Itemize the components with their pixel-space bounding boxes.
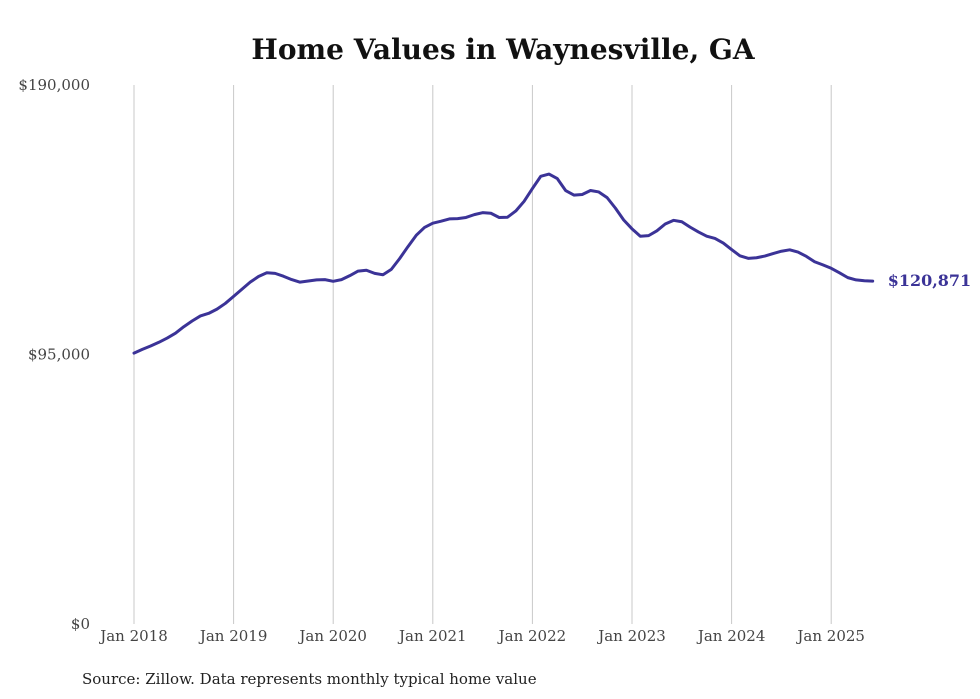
chart-title: Home Values in Waynesville, GA — [251, 33, 755, 66]
x-tick-label: Jan 2020 — [297, 627, 367, 645]
x-tick-label: Jan 2024 — [696, 627, 766, 645]
x-tick-label: Jan 2019 — [198, 627, 268, 645]
end-value-label: $120,871 — [888, 271, 972, 290]
x-tick-label: Jan 2021 — [397, 627, 467, 645]
x-tick-label: Jan 2023 — [596, 627, 666, 645]
vertical-gridlines — [133, 85, 832, 624]
series-layer — [132, 172, 875, 355]
end-labels: $120,871 — [888, 271, 972, 290]
x-tick-label: Jan 2018 — [98, 627, 168, 645]
y-tick-label: $190,000 — [18, 76, 90, 94]
series-line — [132, 172, 875, 355]
x-axis-tick-labels: Jan 2018 Jan 2019 Jan 2020 Jan 2021 Jan 2022… — [98, 627, 865, 645]
y-tick-label: $0 — [71, 615, 90, 633]
source-note: Source: Zillow. Data represents monthly … — [82, 670, 537, 688]
x-tick-label: Jan 2025 — [795, 627, 865, 645]
y-axis-tick-labels: $0 $95,000 $190,000 — [18, 76, 90, 633]
y-tick-label: $95,000 — [28, 346, 90, 364]
x-tick-label: Jan 2022 — [497, 627, 567, 645]
